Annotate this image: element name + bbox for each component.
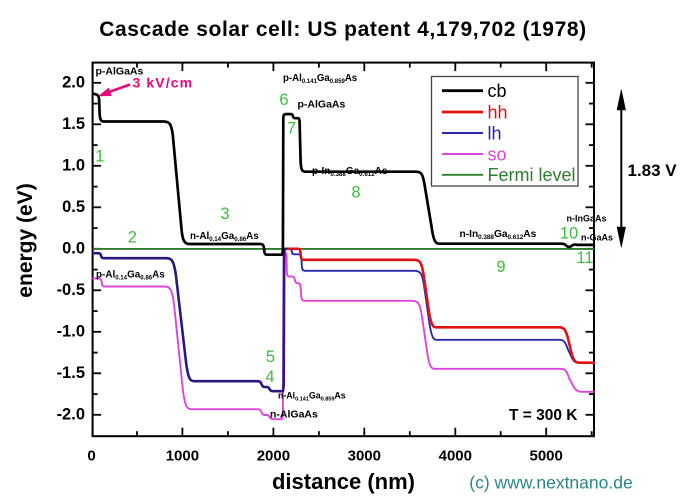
svg-text:5000: 5000: [530, 448, 563, 465]
svg-text:cb: cb: [488, 81, 507, 101]
svg-text:2000: 2000: [257, 448, 290, 465]
svg-text:4000: 4000: [439, 448, 472, 465]
svg-text:hh: hh: [488, 102, 508, 122]
svg-text:1.0: 1.0: [62, 157, 85, 175]
svg-text:n-Al0.14Ga0.86As: n-Al0.14Ga0.86As: [190, 231, 259, 243]
svg-text:0: 0: [87, 448, 95, 465]
svg-text:3: 3: [220, 205, 229, 223]
svg-text:2: 2: [128, 229, 137, 247]
svg-text:3000: 3000: [348, 448, 381, 465]
svg-text:(c) www.nextnano.de: (c) www.nextnano.de: [469, 473, 632, 493]
svg-text:6: 6: [279, 91, 288, 109]
svg-text:lh: lh: [488, 123, 502, 143]
svg-text:n-GaAs: n-GaAs: [581, 233, 613, 243]
svg-text:energy (eV): energy (eV): [14, 183, 37, 297]
svg-text:so: so: [488, 144, 507, 164]
svg-text:9: 9: [496, 258, 505, 276]
svg-text:-1.0: -1.0: [57, 323, 85, 341]
svg-text:n-Al0.141Ga0.859As: n-Al0.141Ga0.859As: [278, 391, 346, 403]
svg-text:10: 10: [560, 225, 578, 243]
svg-text:p-AlGaAs: p-AlGaAs: [96, 66, 144, 78]
svg-text:0.0: 0.0: [62, 240, 85, 258]
svg-text:1.5: 1.5: [62, 115, 85, 133]
svg-text:3 kV/cm: 3 kV/cm: [133, 75, 194, 91]
svg-text:1.83 V: 1.83 V: [628, 161, 678, 180]
svg-text:p-Al0.141Ga0.859As: p-Al0.141Ga0.859As: [283, 73, 357, 85]
svg-text:distance (nm): distance (nm): [272, 469, 415, 494]
svg-text:1: 1: [95, 148, 104, 166]
svg-text:p-Al0.14Ga0.86As: p-Al0.14Ga0.86As: [96, 270, 165, 282]
svg-text:Cascade solar cell: US patent: Cascade solar cell: US patent 4,179,702 …: [99, 18, 587, 41]
svg-text:p-In0.388Ga0.612As: p-In0.388Ga0.612As: [312, 166, 388, 178]
svg-text:n-AlGaAs: n-AlGaAs: [270, 409, 318, 421]
svg-text:Fermi level: Fermi level: [488, 165, 576, 185]
svg-text:5: 5: [266, 348, 275, 366]
svg-text:8: 8: [351, 184, 360, 202]
svg-text:-2.0: -2.0: [57, 406, 85, 424]
svg-text:2.0: 2.0: [62, 74, 85, 92]
svg-text:4: 4: [265, 368, 274, 386]
svg-text:T = 300 K: T = 300 K: [509, 407, 578, 424]
svg-text:0.5: 0.5: [62, 198, 85, 216]
svg-text:n-In0.388Ga0.612As: n-In0.388Ga0.612As: [460, 229, 537, 241]
svg-text:7: 7: [287, 120, 296, 138]
svg-text:1000: 1000: [166, 448, 199, 465]
svg-text:p-AlGaAs: p-AlGaAs: [298, 99, 346, 111]
svg-text:-0.5: -0.5: [57, 281, 85, 299]
svg-text:11: 11: [576, 249, 593, 267]
svg-text:-1.5: -1.5: [57, 364, 85, 382]
svg-text:n-InGaAs: n-InGaAs: [567, 214, 607, 224]
